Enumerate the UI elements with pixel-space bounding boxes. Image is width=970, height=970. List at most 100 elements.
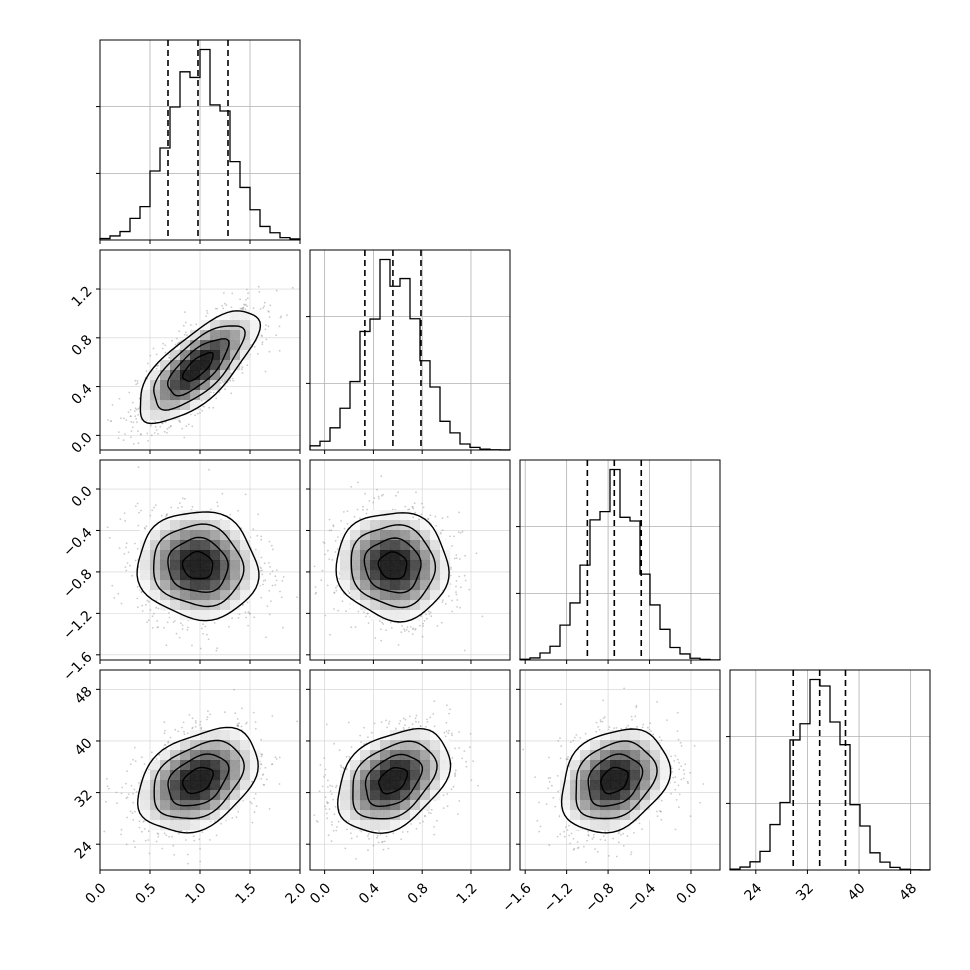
sample-point	[340, 520, 342, 522]
sample-point	[138, 511, 140, 514]
sample-point	[199, 412, 201, 414]
sample-point	[118, 547, 121, 549]
sample-point	[206, 309, 208, 312]
sample-point	[263, 301, 266, 304]
sample-point	[328, 558, 331, 561]
density-cell	[400, 580, 411, 591]
density-cell	[170, 350, 181, 361]
sample-point	[155, 353, 158, 356]
sample-point	[147, 440, 150, 442]
density-cell	[250, 330, 261, 341]
sample-point	[221, 304, 224, 307]
sample-point	[178, 636, 181, 639]
sample-point	[413, 502, 416, 505]
sample-point	[230, 392, 233, 395]
sample-point	[136, 421, 138, 423]
sample-point	[257, 285, 260, 288]
density-cell	[140, 390, 151, 401]
sample-point	[324, 614, 327, 617]
sample-point	[161, 422, 163, 425]
sample-point	[154, 425, 157, 428]
sample-point	[262, 583, 264, 586]
sample-point	[380, 628, 382, 631]
sample-point	[120, 602, 123, 605]
density-cell	[200, 330, 211, 341]
sample-point	[269, 565, 271, 568]
sample-point	[125, 419, 128, 421]
sample-point	[168, 356, 171, 359]
sample-point	[154, 420, 157, 423]
sample-point	[174, 343, 177, 346]
sample-point	[354, 626, 357, 628]
density-cell	[180, 530, 191, 541]
contour-2	[153, 325, 246, 411]
sample-point	[229, 513, 232, 516]
sample-point	[264, 328, 267, 331]
density-cell	[340, 560, 351, 571]
sample-point	[246, 364, 249, 367]
sample-point	[451, 610, 454, 613]
density-cell	[230, 570, 241, 581]
sample-point	[441, 529, 444, 531]
sample-point	[320, 579, 323, 582]
sample-point	[253, 616, 256, 619]
sample-point	[132, 801, 135, 804]
density-cell	[190, 350, 201, 361]
sample-point	[403, 628, 406, 631]
sample-point	[137, 430, 139, 432]
sample-point	[440, 621, 443, 624]
sample-point	[274, 584, 277, 586]
sample-point	[134, 407, 137, 410]
sample-point	[124, 520, 127, 522]
sample-point	[337, 609, 340, 612]
density-cell	[210, 580, 221, 591]
density-cell	[200, 560, 211, 571]
density-cell	[210, 330, 221, 341]
density-cell	[150, 560, 161, 571]
sample-point	[151, 627, 154, 629]
sample-point	[450, 568, 452, 570]
density-cell	[160, 400, 171, 411]
sample-point	[184, 321, 187, 324]
sample-point	[322, 541, 325, 544]
density-cell	[150, 540, 161, 551]
density-cell	[390, 540, 401, 551]
sample-point	[260, 538, 263, 541]
sample-point	[436, 625, 439, 627]
sample-point	[206, 633, 208, 636]
density-cell	[180, 560, 191, 571]
density-cell	[360, 530, 371, 541]
sample-point	[414, 629, 416, 631]
sample-point	[156, 620, 159, 622]
sample-point	[126, 562, 129, 564]
sample-point	[160, 514, 163, 517]
sample-point	[164, 351, 167, 354]
density-cell	[170, 560, 181, 571]
histogram-panel-0	[96, 39, 301, 244]
sample-point	[429, 514, 432, 516]
density-cell	[200, 360, 211, 371]
density-cell	[140, 560, 151, 571]
sample-point	[137, 407, 140, 410]
density-cell	[400, 510, 411, 521]
sample-point	[159, 425, 162, 428]
density-cell	[160, 540, 171, 551]
sample-point	[415, 491, 417, 494]
sample-point	[137, 524, 140, 527]
panel-frame	[99, 249, 301, 451]
sample-point	[270, 600, 272, 602]
scatter-panel-1-0	[96, 249, 301, 454]
sample-point	[166, 513, 169, 515]
sample-point	[216, 501, 219, 504]
density-cell	[250, 310, 261, 321]
density-cell	[160, 360, 171, 371]
sample-point	[404, 505, 407, 508]
sample-point	[136, 606, 139, 609]
sample-point	[199, 860, 202, 863]
sample-point	[132, 421, 135, 424]
sample-point	[348, 592, 351, 594]
density-cell	[190, 510, 201, 521]
density-cell	[240, 310, 251, 321]
density-cell	[390, 510, 401, 521]
sample-point	[169, 424, 172, 427]
